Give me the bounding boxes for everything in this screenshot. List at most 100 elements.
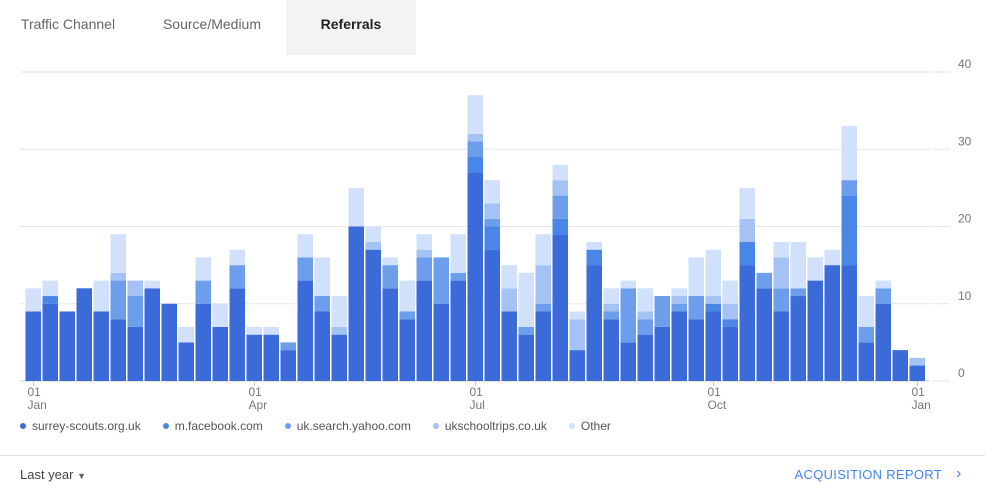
bar-segment <box>535 265 551 304</box>
bar-segment <box>671 303 687 312</box>
bar-segment <box>399 319 415 381</box>
legend-label: uk.search.yahoo.com <box>296 419 411 433</box>
bar-segment <box>773 311 789 381</box>
bar-segment <box>824 265 840 381</box>
bar-segment <box>25 311 41 381</box>
bar-segment <box>280 342 296 351</box>
bar-segment <box>518 272 534 327</box>
bar-segment <box>501 288 517 312</box>
bar-segment <box>42 303 58 381</box>
bar-segment <box>450 280 466 381</box>
bar-segment <box>263 334 279 381</box>
bar-segment <box>416 249 432 258</box>
bar-segment <box>688 296 704 320</box>
bar-segment <box>824 249 840 266</box>
bar-segment <box>586 265 602 381</box>
tab-selected[interactable]: Referrals <box>286 0 416 55</box>
bar-segment <box>348 187 364 227</box>
bar-segment <box>739 187 755 219</box>
bar-segment <box>382 265 398 289</box>
bar-segment <box>433 257 449 304</box>
bar-segment <box>552 164 568 181</box>
bar-segment <box>688 257 704 297</box>
y-tick-label: 10 <box>958 289 972 303</box>
bar-segment <box>620 342 636 381</box>
bar-segment <box>42 280 58 297</box>
legend-label: ukschooltrips.co.uk <box>444 419 547 433</box>
legend-item: ukschooltrips.co.uk <box>432 419 547 433</box>
bar-segment <box>722 326 738 381</box>
period-dropdown[interactable]: Last year ▼ <box>20 467 87 482</box>
bar-segment <box>722 303 738 320</box>
bar-segment <box>875 303 891 381</box>
bar-segment <box>365 241 381 250</box>
bar-segment <box>654 326 670 381</box>
bar-segment <box>671 296 687 304</box>
bar-segment <box>127 326 143 381</box>
bar-segment <box>178 342 194 381</box>
bar-segment <box>501 265 517 289</box>
bar-segment <box>841 180 857 196</box>
bar-segment <box>705 296 721 304</box>
bar-segment <box>399 311 415 320</box>
bar-segment <box>739 241 755 266</box>
bar-segment <box>127 280 143 297</box>
bar-segment <box>297 234 313 258</box>
bar-segment <box>229 249 245 266</box>
bar-segment <box>195 257 211 281</box>
bar-segment <box>535 311 551 381</box>
bar-segment <box>297 257 313 281</box>
bar-segment <box>552 180 568 196</box>
y-tick-label: 20 <box>958 212 972 226</box>
bar-segment <box>144 288 160 381</box>
bar-segment <box>382 257 398 266</box>
bar-segment <box>76 288 92 381</box>
bar-segment <box>331 326 347 335</box>
bar-segment <box>620 288 636 343</box>
bar-segment <box>331 334 347 381</box>
tab[interactable]: Source/Medium <box>162 16 262 32</box>
bar-segment <box>841 126 857 181</box>
bar-segment <box>416 234 432 250</box>
bar-segment <box>484 180 500 204</box>
bar-segment <box>671 288 687 297</box>
y-tick-label: 40 <box>958 57 972 71</box>
x-tick-label: 01 Jan <box>911 385 931 412</box>
report-link[interactable]: ACQUISITION REPORT › <box>794 465 962 482</box>
bar-segment <box>110 234 126 273</box>
bar-segment <box>314 257 330 297</box>
bar-segment <box>484 226 500 250</box>
legend-item: surrey-scouts.org.uk <box>20 419 141 433</box>
bar-segment <box>110 319 126 381</box>
bar-segment <box>535 234 551 266</box>
bar-segment <box>603 319 619 381</box>
x-tick-label: 01 Jan <box>27 385 47 412</box>
bar-segment <box>773 288 789 312</box>
bar-segment <box>110 272 126 281</box>
bar-segment <box>314 296 330 312</box>
report-link-label[interactable]: ACQUISITION REPORT <box>794 467 942 482</box>
bar-segment <box>909 357 925 366</box>
bar-segment <box>348 226 364 381</box>
bar-segment <box>467 141 483 157</box>
tab[interactable]: Traffic Channel <box>20 16 116 32</box>
bar-segment <box>858 296 874 327</box>
bar-segment <box>773 241 789 258</box>
bar-segment <box>178 326 194 343</box>
bar-segment <box>484 218 500 227</box>
bar-segment <box>144 280 160 289</box>
x-tick-label: 01 Apr <box>248 385 268 412</box>
bar-segment <box>25 288 41 312</box>
period-label[interactable]: Last year <box>20 467 74 482</box>
bar-segment <box>314 311 330 381</box>
bar-segment <box>603 288 619 304</box>
bar-segment <box>263 326 279 335</box>
bar-segment <box>773 257 789 289</box>
legend-label: surrey-scouts.org.uk <box>32 419 141 433</box>
bar-segment <box>229 288 245 381</box>
bar-segment <box>552 218 568 235</box>
bar-segment <box>722 280 738 304</box>
separator <box>0 455 985 456</box>
bar-segment <box>671 311 687 381</box>
